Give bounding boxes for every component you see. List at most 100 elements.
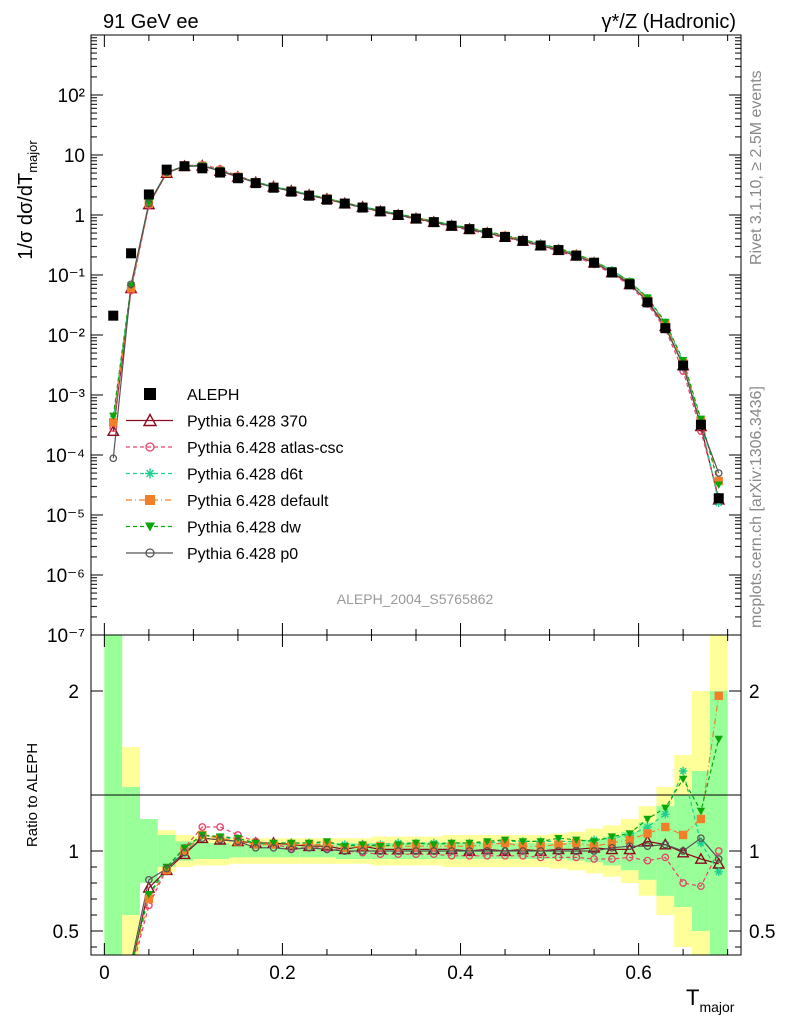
data-point xyxy=(126,248,137,259)
main-series-point xyxy=(109,418,118,427)
legend-label: Pythia 6.428 d6t xyxy=(187,467,303,484)
ratio-series-point xyxy=(696,807,706,816)
ratio-series-point xyxy=(322,838,332,846)
data-point xyxy=(678,360,689,371)
data-point xyxy=(215,167,226,178)
legend-label: Pythia 6.428 p0 xyxy=(187,546,298,563)
ratio-series-point xyxy=(625,853,634,862)
y-label-prefix: 1/σ dσ/dT xyxy=(15,173,37,260)
data-point xyxy=(500,231,511,242)
ratio-series-point xyxy=(643,829,652,838)
main-series-point xyxy=(696,415,706,424)
data-point xyxy=(143,189,154,200)
ratio-bands xyxy=(104,635,728,955)
main-y-axis-label: 1/σ dσ/dTmajor xyxy=(15,140,40,260)
ratio-series-point xyxy=(358,847,367,855)
ratio-band-stat xyxy=(638,822,657,880)
ratio-series-line xyxy=(134,695,720,955)
x-label-subscript: major xyxy=(699,999,734,1015)
ratio-series-point xyxy=(607,833,617,841)
ratio-series-point xyxy=(554,840,563,849)
data-point xyxy=(517,235,528,246)
main-series-point xyxy=(109,412,118,421)
ratio-series-point xyxy=(536,853,545,862)
ratio-series-point xyxy=(376,850,385,859)
ratio-series-point xyxy=(641,834,654,847)
ratio-series-point xyxy=(589,842,599,851)
ratio-series-point xyxy=(251,843,260,852)
ratio-series-point xyxy=(697,882,705,891)
legend-marker xyxy=(145,548,155,558)
legend-label: ALEPH xyxy=(187,387,239,404)
ratio-series-point xyxy=(447,839,456,848)
ratio-series-point xyxy=(643,815,652,824)
rivet-label: Rivet 3.1.10, ≥ 2.5M events xyxy=(748,70,765,265)
ratio-series-point xyxy=(429,847,438,855)
ratio-marks xyxy=(142,691,726,910)
header-left: 91 GeV ee xyxy=(103,11,199,33)
main-series-point xyxy=(714,481,723,489)
ratio-y-tick-label-right: 2 xyxy=(749,682,760,703)
main-y-tick-label: 10⁻⁷ xyxy=(47,626,85,647)
ratio-series-point xyxy=(518,851,527,860)
ratio-series-point xyxy=(714,867,723,876)
ratio-plot: 0.5 0.5 1 1 2 2 0 0.2 0.4 0.6 Ratio to ALEPH Tmaj… xyxy=(24,634,775,1015)
ratio-series-point xyxy=(661,810,670,819)
ratio-series-point xyxy=(340,847,349,855)
main-series-point xyxy=(126,282,136,290)
data-point xyxy=(695,419,706,430)
ratio-series-point xyxy=(393,841,403,849)
data-point xyxy=(375,206,386,217)
ratio-series-point xyxy=(269,839,278,848)
ratio-series-point xyxy=(679,879,687,887)
ratio-y-tick-label: 2 xyxy=(68,682,79,703)
legend-marker xyxy=(144,388,156,400)
ratio-series-point xyxy=(287,845,296,854)
data-point xyxy=(713,493,724,504)
main-y-tick-label: 10⁻⁶ xyxy=(46,566,85,587)
main-series-point xyxy=(127,280,135,289)
ratio-series-point xyxy=(661,853,670,862)
data-point xyxy=(428,217,439,228)
ratio-series-point xyxy=(518,838,528,846)
ratio-y-tick-label: 0.5 xyxy=(53,922,79,943)
main-frame xyxy=(90,34,742,636)
ratio-series-point xyxy=(198,834,207,843)
legend-marker xyxy=(142,413,158,427)
main-y-tick-label: 10⁻² xyxy=(48,326,86,347)
main-y-tick-label: 10² xyxy=(58,86,85,107)
legend: ALEPH Pythia 6.428 370 Pythia 6.428 atlas-… xyxy=(126,387,344,563)
ratio-series-point xyxy=(536,838,545,846)
ratio-series-point xyxy=(216,835,224,844)
ratio-series-point xyxy=(305,843,314,852)
ratio-band-stat xyxy=(193,843,212,859)
ratio-series-point xyxy=(714,691,723,700)
x-tick-label: 0 xyxy=(99,963,110,984)
main-series-point xyxy=(109,454,118,463)
data-point xyxy=(197,163,208,174)
ratio-band-stat xyxy=(692,771,710,931)
ratio-series-point xyxy=(625,842,634,851)
ratio-series-point xyxy=(554,853,563,862)
data-point xyxy=(571,250,582,261)
ratio-series-point xyxy=(678,766,688,776)
data-point xyxy=(250,178,261,189)
data-point xyxy=(286,186,297,197)
ratio-series-point xyxy=(483,847,492,855)
ratio-series-point xyxy=(536,847,545,855)
legend-label: Pythia 6.428 default xyxy=(187,493,329,510)
ratio-series-point xyxy=(483,851,492,860)
ratio-series-point xyxy=(340,843,349,851)
legend-label: Pythia 6.428 370 xyxy=(187,414,307,431)
data-point xyxy=(482,228,493,239)
main-y-tick-label: 10⁻⁴ xyxy=(46,446,85,467)
ratio-series-point xyxy=(607,838,617,848)
ratio-series-point xyxy=(518,842,528,851)
ratio-series-point xyxy=(465,847,474,855)
ratio-series-point xyxy=(590,847,598,855)
data-point xyxy=(464,224,475,235)
data-point xyxy=(446,220,457,231)
ratio-series-point xyxy=(643,842,652,851)
ratio-series-point xyxy=(697,834,705,843)
